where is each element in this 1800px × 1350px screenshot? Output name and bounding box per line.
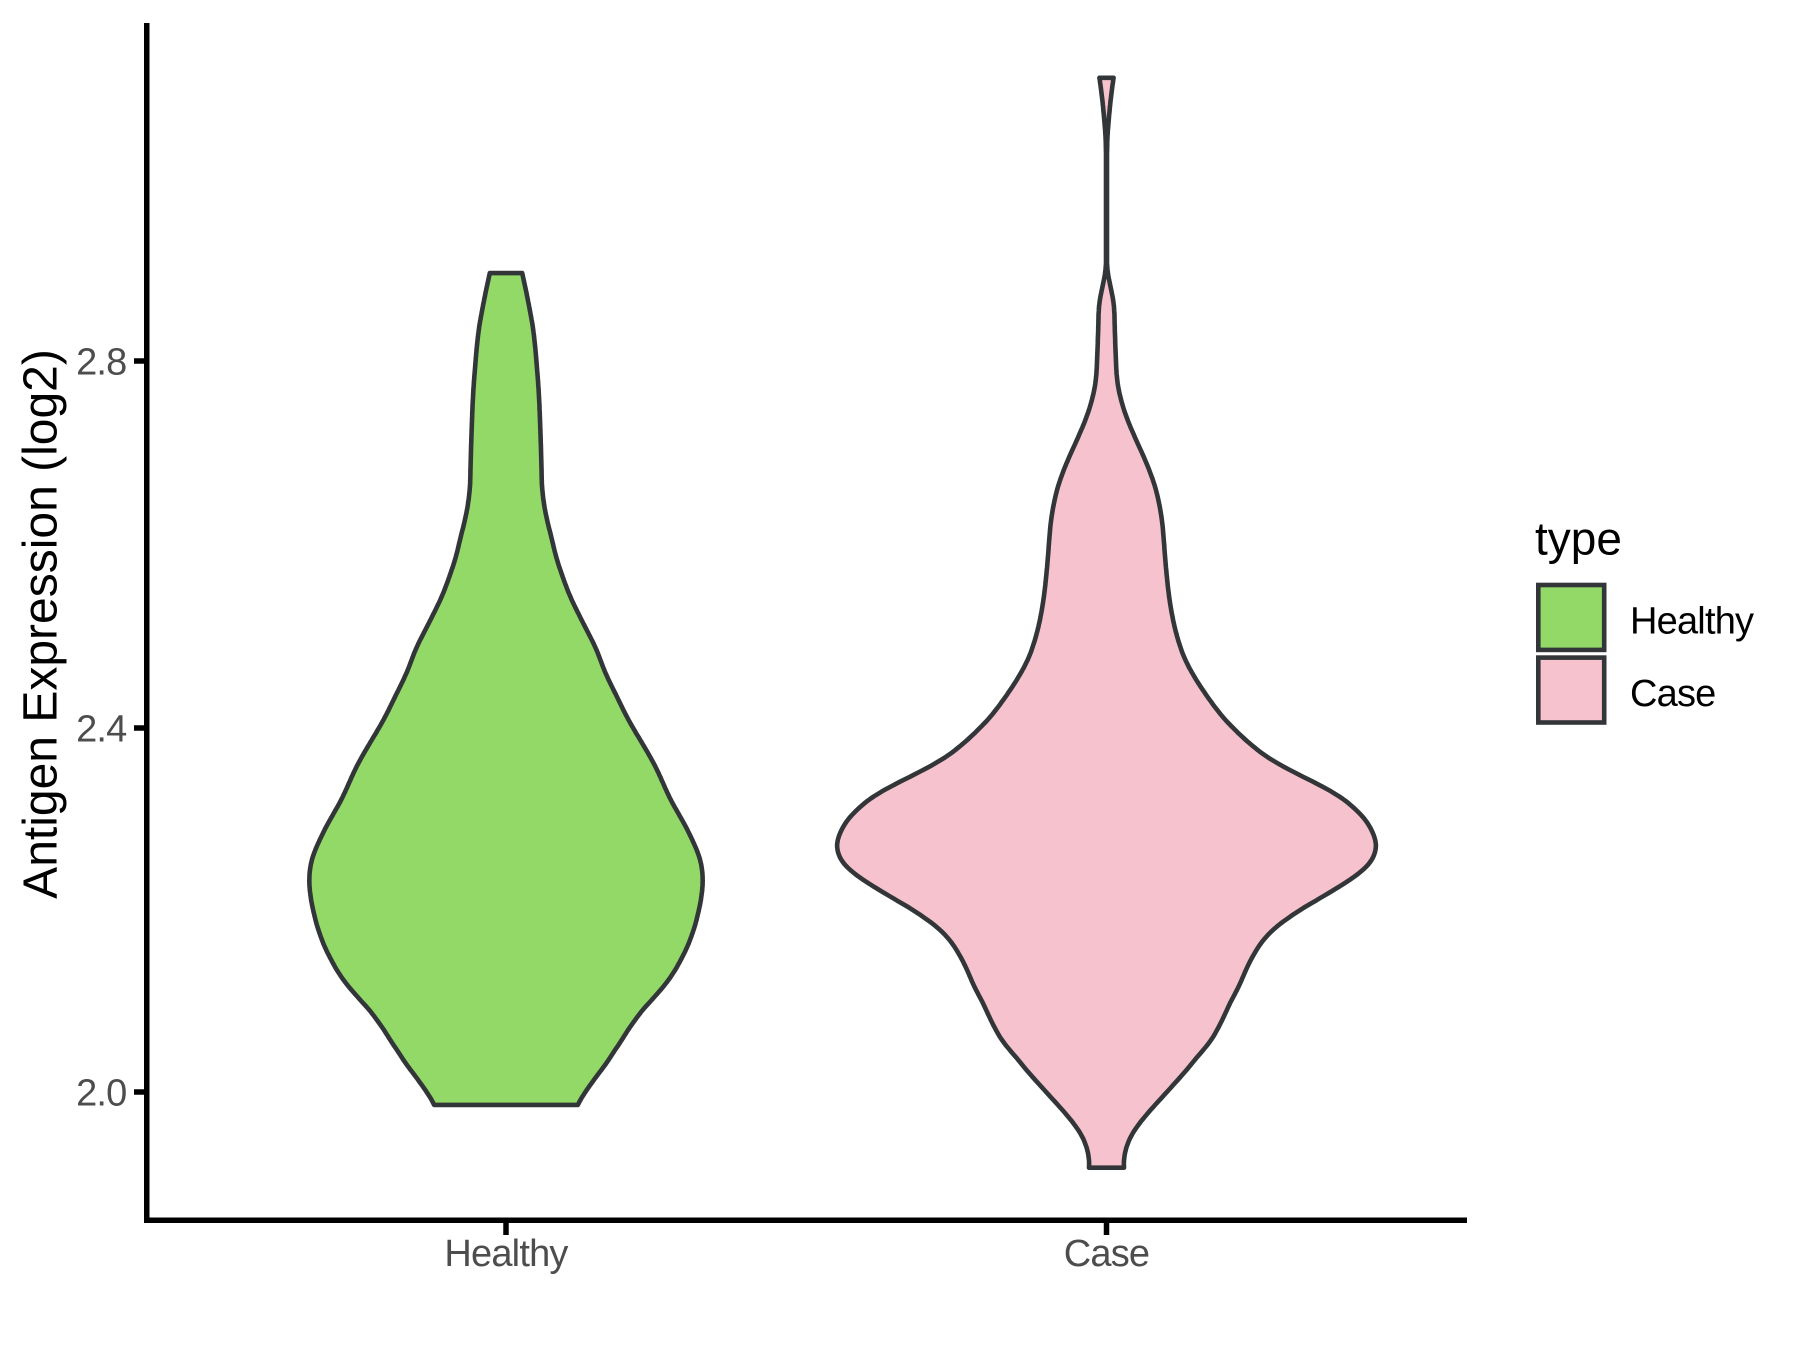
svg-text:Case: Case [1064,1233,1150,1275]
svg-text:2.8: 2.8 [76,342,126,384]
svg-text:Healthy: Healthy [444,1233,568,1275]
svg-text:Healthy: Healthy [1630,601,1754,643]
svg-text:Case: Case [1630,673,1716,715]
svg-text:type: type [1535,513,1622,565]
svg-text:2.4: 2.4 [76,709,127,751]
svg-text:Antigen Expression (log2): Antigen Expression (log2) [15,349,68,899]
svg-text:2.0: 2.0 [76,1073,126,1115]
